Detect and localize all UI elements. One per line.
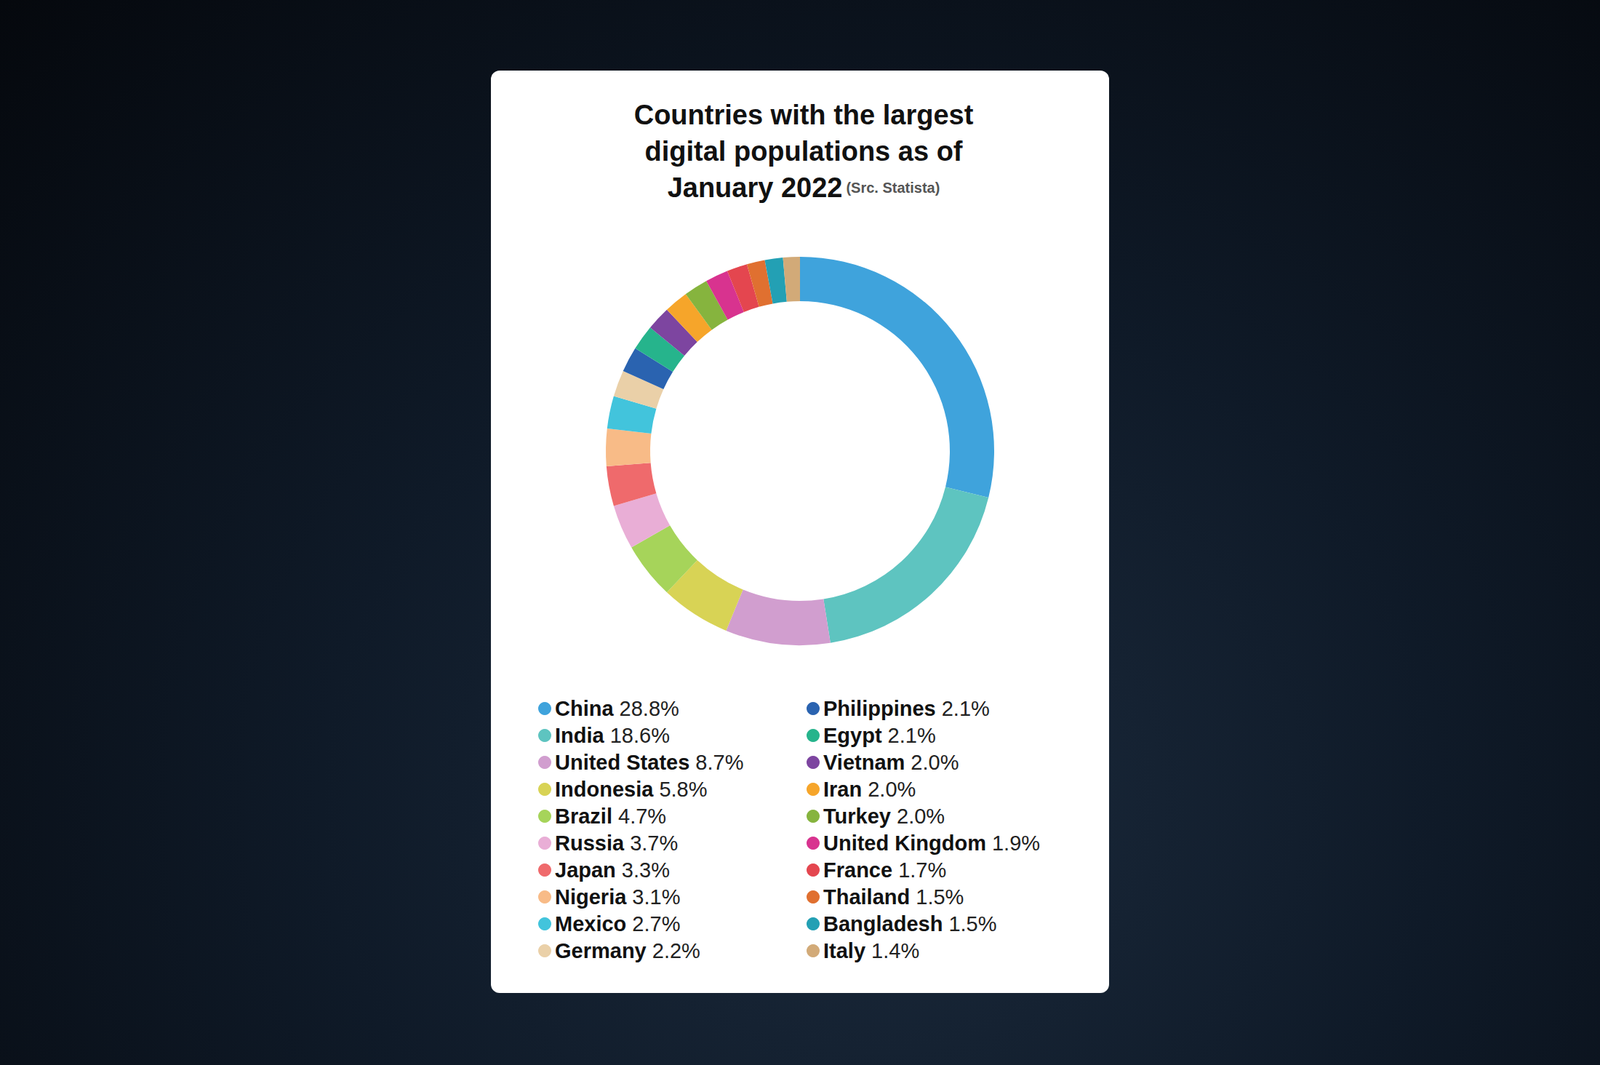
svg-text:2.1%: 2.1% <box>941 696 990 720</box>
svg-text:2.0%: 2.0% <box>896 804 945 828</box>
svg-text:Russia: Russia <box>554 831 625 855</box>
svg-text:3.3%: 3.3% <box>621 858 670 882</box>
svg-text:18.6%: 18.6% <box>610 723 670 747</box>
svg-text:Thailand: Thailand <box>823 885 910 909</box>
svg-text:Germany: Germany <box>554 938 647 963</box>
svg-text:China: China <box>554 696 614 720</box>
svg-text:8.7%: 8.7% <box>695 750 744 774</box>
svg-text:1.4%: 1.4% <box>871 938 920 963</box>
svg-text:Mexico: Mexico <box>554 912 627 936</box>
svg-text:Bangladesh: Bangladesh <box>823 912 943 936</box>
svg-text:2.0%: 2.0% <box>910 750 959 774</box>
svg-text:1.9%: 1.9% <box>992 831 1040 855</box>
svg-text:Indonesia: Indonesia <box>554 777 654 801</box>
svg-text:digital populations as of: digital populations as of <box>645 136 963 167</box>
svg-text:(Src. Statista): (Src. Statista) <box>845 179 940 196</box>
svg-text:Japan: Japan <box>554 858 616 882</box>
svg-text:Brazil: Brazil <box>554 804 613 828</box>
svg-text:1.5%: 1.5% <box>915 885 964 909</box>
svg-text:2.2%: 2.2% <box>652 938 701 963</box>
svg-text:Philippines: Philippines <box>823 696 936 720</box>
svg-text:Iran: Iran <box>823 777 862 801</box>
svg-text:January 2022: January 2022 <box>667 172 843 203</box>
svg-text:Italy: Italy <box>823 938 866 963</box>
svg-text:2.7%: 2.7% <box>632 912 680 936</box>
svg-text:Turkey: Turkey <box>823 804 891 828</box>
svg-text:France: France <box>823 858 893 882</box>
svg-text:United Kingdom: United Kingdom <box>823 831 987 855</box>
svg-text:United States: United States <box>554 750 690 774</box>
svg-text:Countries with the largest: Countries with the largest <box>634 99 974 131</box>
svg-text:India: India <box>554 723 606 747</box>
svg-text:2.1%: 2.1% <box>888 723 936 747</box>
svg-text:1.5%: 1.5% <box>948 912 997 936</box>
svg-text:1.7%: 1.7% <box>898 858 947 882</box>
svg-text:Vietnam: Vietnam <box>823 750 905 774</box>
svg-text:Egypt: Egypt <box>823 723 883 747</box>
svg-text:2.0%: 2.0% <box>867 777 916 801</box>
svg-text:4.7%: 4.7% <box>618 804 667 828</box>
svg-text:3.7%: 3.7% <box>629 831 678 855</box>
svg-text:28.8%: 28.8% <box>619 696 680 720</box>
svg-text:5.8%: 5.8% <box>658 777 707 801</box>
svg-text:Nigeria: Nigeria <box>554 885 627 909</box>
svg-text:3.1%: 3.1% <box>632 885 680 909</box>
